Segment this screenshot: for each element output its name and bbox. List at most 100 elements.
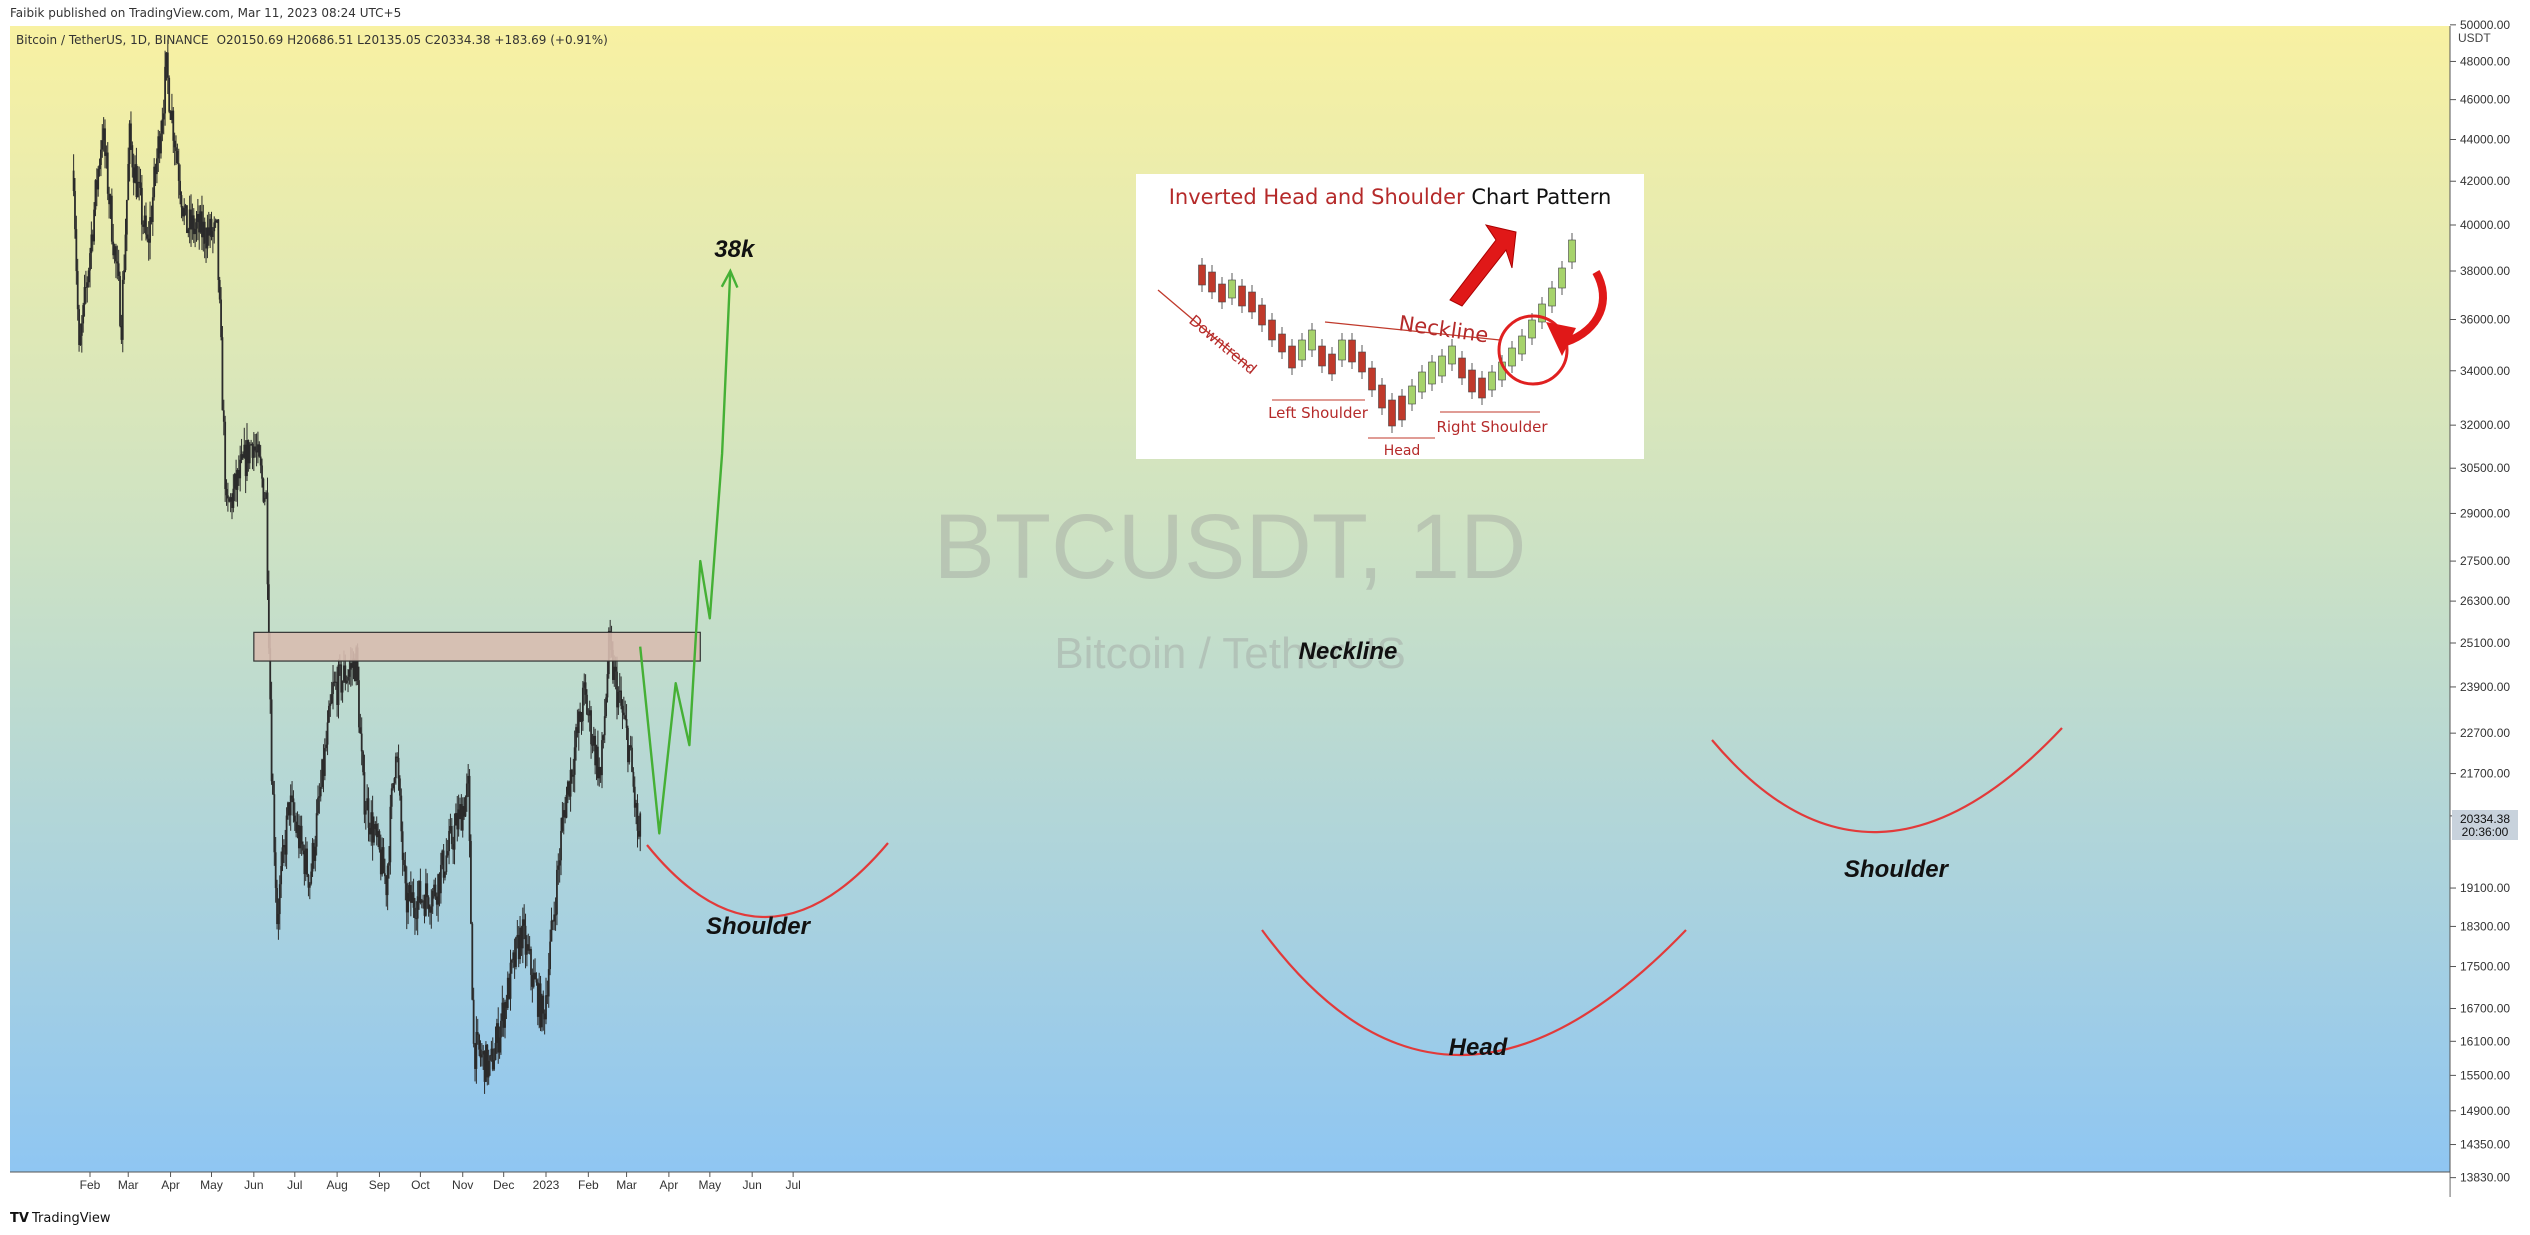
- candle-body: [377, 831, 379, 838]
- candle-body: [112, 241, 115, 256]
- candle-body: [602, 735, 605, 741]
- candle-body: [203, 221, 206, 244]
- candle-body: [125, 199, 128, 235]
- candle-body: [105, 152, 108, 156]
- price-tick-label: 26300.00: [2460, 594, 2510, 608]
- candle-body: [221, 337, 224, 411]
- time-tick-label: Jun: [244, 1178, 263, 1192]
- candle-body: [207, 227, 210, 236]
- time-tick-label: Jul: [785, 1178, 800, 1192]
- candle-body: [491, 1048, 494, 1070]
- candle-body: [374, 823, 377, 830]
- candle-body: [79, 335, 82, 345]
- candle-body: [176, 151, 179, 164]
- candle-body: [371, 812, 374, 843]
- candle-body: [323, 748, 326, 776]
- candle-body: [165, 52, 168, 67]
- candle-body: [397, 757, 400, 779]
- candle-body: [557, 865, 560, 870]
- candle-body: [154, 166, 157, 175]
- candle-body: [571, 769, 573, 777]
- candle-body: [455, 813, 457, 826]
- candle-body: [581, 687, 584, 721]
- inset-candle-body: [1308, 329, 1316, 351]
- candle-body: [355, 647, 358, 682]
- candle-body: [351, 663, 354, 668]
- left-shoulder-curve: [646, 842, 889, 918]
- inset-candle-body: [1288, 345, 1296, 369]
- candle-body: [109, 195, 112, 205]
- price-tick-label: 18300.00: [2460, 919, 2510, 933]
- candle-body: [399, 778, 401, 796]
- symbol-title: Bitcoin / TetherUS, 1D, BINANCE O20150.69…: [16, 33, 608, 47]
- candle-body: [591, 744, 594, 746]
- ohlc-values: O20150.69 H20686.51 L20135.05 C20334.38 …: [217, 33, 608, 47]
- candle-body: [618, 690, 621, 692]
- candle-body: [317, 797, 319, 814]
- candle-body: [175, 147, 177, 152]
- watermark-name: Bitcoin / TetherUS: [1054, 629, 1405, 678]
- inset-candle-body: [1458, 357, 1466, 379]
- inset-downtrend-line: [1157, 289, 1251, 369]
- candle-body: [124, 234, 127, 271]
- candle-body: [381, 847, 384, 875]
- candle-body: [106, 152, 109, 194]
- candle-body: [299, 825, 302, 849]
- target-label: 38k: [714, 236, 756, 263]
- candle-body: [639, 813, 642, 837]
- candle-body: [603, 716, 606, 736]
- candle-body: [576, 727, 579, 734]
- candle-body: [590, 710, 592, 745]
- time-axis-ticks: Feb Mar Apr May Jun Jul Aug Sep Oct Nov Dec 2023 Feb…: [80, 1172, 801, 1192]
- inset-candle-body: [1338, 339, 1346, 361]
- candle-body: [419, 881, 422, 903]
- candle-body: [239, 459, 242, 479]
- candle-body: [441, 850, 444, 865]
- candle-body: [295, 821, 298, 833]
- inset-candle-body: [1278, 333, 1286, 353]
- candle-body: [482, 1051, 485, 1055]
- tv-logo-mark: 𝗧𝗩: [10, 1211, 29, 1226]
- published-line: Faibik published on TradingView.com, Mar…: [10, 6, 401, 20]
- time-tick-label: May: [200, 1178, 223, 1192]
- candle-body: [132, 167, 135, 183]
- candle-body: [606, 674, 609, 698]
- footer-bar: [0, 1197, 2530, 1235]
- candle-body: [72, 170, 75, 192]
- candle-body: [389, 806, 392, 863]
- candle-body: [415, 918, 418, 920]
- candle-body: [512, 952, 515, 961]
- candle-body: [151, 197, 154, 223]
- candle-body: [334, 681, 337, 683]
- candle-body: [195, 222, 198, 229]
- candle-body: [104, 128, 106, 156]
- candle-body: [340, 664, 343, 693]
- candle-body: [485, 1044, 487, 1082]
- price-axis-area: [2450, 26, 2530, 1172]
- candle-body: [463, 806, 465, 817]
- candle-body: [614, 666, 617, 672]
- candle-body: [525, 944, 528, 955]
- candle-body: [209, 218, 212, 236]
- candle-body: [446, 851, 449, 856]
- candle-body: [120, 325, 123, 340]
- candle-body: [539, 983, 542, 1028]
- candle-body: [621, 705, 624, 713]
- candle-body: [457, 809, 460, 830]
- candle-body: [135, 164, 138, 197]
- candle-body: [532, 972, 535, 987]
- candle-body: [483, 1051, 486, 1082]
- inset-neckline-line: [1324, 321, 1501, 341]
- candle-body: [216, 219, 218, 221]
- candle-body: [218, 280, 221, 300]
- inset-candle-body: [1388, 399, 1396, 427]
- candle-body: [194, 228, 197, 235]
- inset-candle-body: [1258, 304, 1266, 326]
- candle-body: [531, 974, 534, 987]
- price-tick-label: 16100.00: [2460, 1034, 2510, 1048]
- candle-body: [102, 128, 105, 141]
- time-tick-label: Feb: [80, 1178, 101, 1192]
- candle-body: [453, 825, 456, 850]
- candle-body: [521, 919, 524, 949]
